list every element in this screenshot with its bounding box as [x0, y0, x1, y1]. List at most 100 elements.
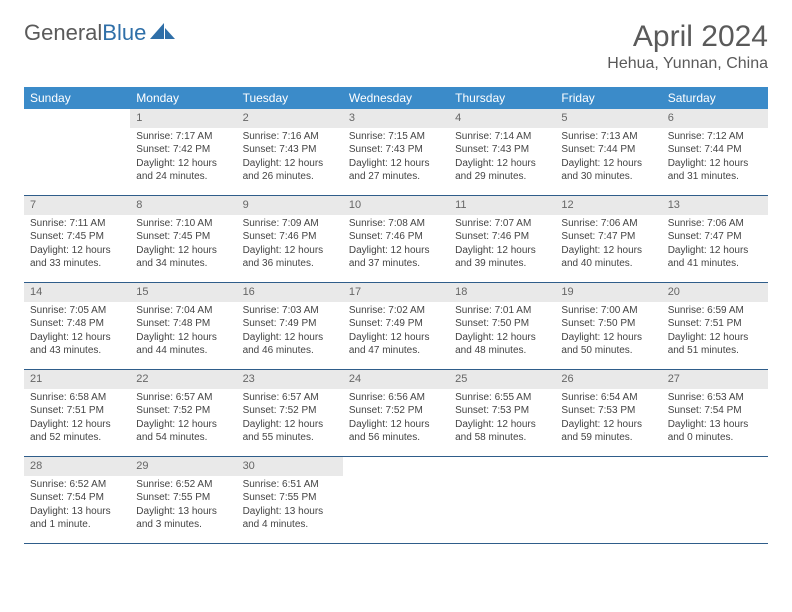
calendar-cell: 15Sunrise: 7:04 AMSunset: 7:48 PMDayligh… — [130, 283, 236, 370]
daylight-text: and 30 minutes. — [561, 170, 655, 184]
logo-sail-icon — [150, 21, 176, 46]
day-number: 12 — [555, 196, 661, 215]
sunrise-text: Sunrise: 7:03 AM — [243, 304, 337, 318]
calendar-cell: 20Sunrise: 6:59 AMSunset: 7:51 PMDayligh… — [662, 283, 768, 370]
day-content: Sunrise: 6:58 AMSunset: 7:51 PMDaylight:… — [24, 389, 130, 449]
daylight-text: and 4 minutes. — [243, 518, 337, 532]
daylight-text: and 29 minutes. — [455, 170, 549, 184]
sunrise-text: Sunrise: 6:57 AM — [136, 391, 230, 405]
day-number: 14 — [24, 283, 130, 302]
daylight-text: and 59 minutes. — [561, 431, 655, 445]
calendar-cell: 9Sunrise: 7:09 AMSunset: 7:46 PMDaylight… — [237, 196, 343, 283]
sunrise-text: Sunrise: 7:01 AM — [455, 304, 549, 318]
sunset-text: Sunset: 7:49 PM — [243, 317, 337, 331]
day-content: Sunrise: 7:10 AMSunset: 7:45 PMDaylight:… — [130, 215, 236, 275]
daylight-text: and 40 minutes. — [561, 257, 655, 271]
day-header: Tuesday — [237, 87, 343, 109]
daylight-text: Daylight: 12 hours — [561, 418, 655, 432]
sunset-text: Sunset: 7:55 PM — [243, 491, 337, 505]
day-number: 3 — [343, 109, 449, 128]
calendar-cell: 27 Sunrise: 6:53 AMSunset: 7:54 PMDayligh… — [662, 370, 768, 457]
calendar-week: 21Sunrise: 6:58 AMSunset: 7:51 PMDayligh… — [24, 370, 768, 457]
sunrise-text: Sunrise: 6:55 AM — [455, 391, 549, 405]
calendar-cell — [24, 109, 130, 196]
day-content: Sunrise: 7:09 AMSunset: 7:46 PMDaylight:… — [237, 215, 343, 275]
day-content: Sunrise: 7:03 AMSunset: 7:49 PMDaylight:… — [237, 302, 343, 362]
day-number: 23 — [237, 370, 343, 389]
daylight-text: Daylight: 13 hours — [136, 505, 230, 519]
day-number: 29 — [130, 457, 236, 476]
title-block: April 2024 Hehua, Yunnan, China — [607, 20, 768, 73]
day-header: Wednesday — [343, 87, 449, 109]
day-number: 8 — [130, 196, 236, 215]
sunrise-text: Sunrise: 6:57 AM — [243, 391, 337, 405]
day-header: Friday — [555, 87, 661, 109]
sunset-text: Sunset: 7:50 PM — [455, 317, 549, 331]
sunrise-text: Sunrise: 6:56 AM — [349, 391, 443, 405]
daylight-text: Daylight: 13 hours — [668, 418, 762, 432]
daylight-text: Daylight: 12 hours — [455, 157, 549, 171]
daylight-text: and 46 minutes. — [243, 344, 337, 358]
day-number: 9 — [237, 196, 343, 215]
calendar-cell: 8Sunrise: 7:10 AMSunset: 7:45 PMDaylight… — [130, 196, 236, 283]
daylight-text: and 50 minutes. — [561, 344, 655, 358]
daylight-text: Daylight: 12 hours — [561, 244, 655, 258]
sunset-text: Sunset: 7:43 PM — [243, 143, 337, 157]
daylight-text: and 44 minutes. — [136, 344, 230, 358]
day-number: 13 — [662, 196, 768, 215]
day-number: 26 — [555, 370, 661, 389]
day-content: Sunrise: 7:00 AMSunset: 7:50 PMDaylight:… — [555, 302, 661, 362]
day-number: 27 — [662, 370, 768, 389]
day-content: Sunrise: 6:57 AMSunset: 7:52 PMDaylight:… — [130, 389, 236, 449]
logo: GeneralBlue — [24, 20, 176, 46]
daylight-text: Daylight: 12 hours — [561, 157, 655, 171]
day-number: 5 — [555, 109, 661, 128]
day-number: 2 — [237, 109, 343, 128]
sunset-text: Sunset: 7:49 PM — [349, 317, 443, 331]
sunrise-text: Sunrise: 7:14 AM — [455, 130, 549, 144]
daylight-text: Daylight: 12 hours — [668, 244, 762, 258]
day-content: Sunrise: 6:59 AMSunset: 7:51 PMDaylight:… — [662, 302, 768, 362]
sunset-text: Sunset: 7:44 PM — [668, 143, 762, 157]
sunset-text: Sunset: 7:54 PM — [668, 404, 762, 418]
day-number: 24 — [343, 370, 449, 389]
sunset-text: Sunset: 7:46 PM — [349, 230, 443, 244]
calendar-cell: 11Sunrise: 7:07 AMSunset: 7:46 PMDayligh… — [449, 196, 555, 283]
daylight-text: Daylight: 13 hours — [243, 505, 337, 519]
daylight-text: and 41 minutes. — [668, 257, 762, 271]
day-content: Sunrise: 6:52 AMSunset: 7:54 PMDaylight:… — [24, 476, 130, 536]
daylight-text: and 51 minutes. — [668, 344, 762, 358]
sunrise-text: Sunrise: 6:53 AM — [668, 391, 762, 405]
daylight-text: Daylight: 12 hours — [455, 418, 549, 432]
calendar-cell: 4Sunrise: 7:14 AMSunset: 7:43 PMDaylight… — [449, 109, 555, 196]
daylight-text: Daylight: 12 hours — [136, 244, 230, 258]
daylight-text: and 31 minutes. — [668, 170, 762, 184]
day-content: Sunrise: 6:52 AMSunset: 7:55 PMDaylight:… — [130, 476, 236, 536]
day-content: Sunrise: 6:57 AMSunset: 7:52 PMDaylight:… — [237, 389, 343, 449]
calendar-cell: 28Sunrise: 6:52 AMSunset: 7:54 PMDayligh… — [24, 457, 130, 544]
day-content: Sunrise: 7:07 AMSunset: 7:46 PMDaylight:… — [449, 215, 555, 275]
sunset-text: Sunset: 7:54 PM — [30, 491, 124, 505]
day-content: Sunrise: 6:54 AMSunset: 7:53 PMDaylight:… — [555, 389, 661, 449]
daylight-text: Daylight: 12 hours — [136, 157, 230, 171]
calendar-cell: 25Sunrise: 6:55 AMSunset: 7:53 PMDayligh… — [449, 370, 555, 457]
daylight-text: and 27 minutes. — [349, 170, 443, 184]
daylight-text: Daylight: 12 hours — [349, 244, 443, 258]
daylight-text: Daylight: 12 hours — [349, 157, 443, 171]
day-content: Sunrise: 7:05 AMSunset: 7:48 PMDaylight:… — [24, 302, 130, 362]
sunrise-text: Sunrise: 7:09 AM — [243, 217, 337, 231]
day-content: Sunrise: 7:16 AMSunset: 7:43 PMDaylight:… — [237, 128, 343, 188]
logo-text: GeneralBlue — [24, 20, 146, 46]
day-content: Sunrise: 7:04 AMSunset: 7:48 PMDaylight:… — [130, 302, 236, 362]
daylight-text: and 48 minutes. — [455, 344, 549, 358]
calendar-cell: 7Sunrise: 7:11 AMSunset: 7:45 PMDaylight… — [24, 196, 130, 283]
day-content: Sunrise: 7:15 AMSunset: 7:43 PMDaylight:… — [343, 128, 449, 188]
day-header: Saturday — [662, 87, 768, 109]
calendar-cell: 10Sunrise: 7:08 AMSunset: 7:46 PMDayligh… — [343, 196, 449, 283]
daylight-text: and 24 minutes. — [136, 170, 230, 184]
sunrise-text: Sunrise: 6:59 AM — [668, 304, 762, 318]
daylight-text: Daylight: 12 hours — [668, 331, 762, 345]
daylight-text: and 33 minutes. — [30, 257, 124, 271]
sunrise-text: Sunrise: 7:15 AM — [349, 130, 443, 144]
sunrise-text: Sunrise: 7:04 AM — [136, 304, 230, 318]
